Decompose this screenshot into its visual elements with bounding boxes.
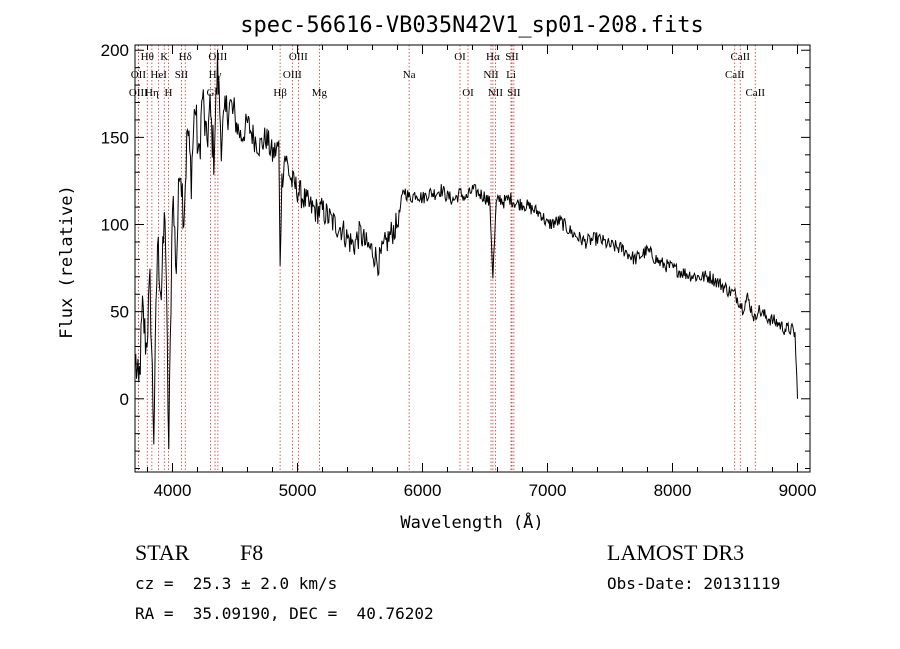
spectral-line-label: OIII bbox=[129, 87, 148, 99]
y-axis-label: Flux (relative) bbox=[57, 185, 77, 339]
spectral-line-label: SII bbox=[175, 69, 189, 81]
spectral-line-label: G bbox=[207, 87, 215, 99]
x-tick-label: 7000 bbox=[529, 481, 567, 500]
object-subclass: F8 bbox=[240, 540, 264, 565]
spectral-line-label: NII bbox=[488, 87, 504, 99]
spectral-line-label: SII bbox=[507, 87, 521, 99]
spectral-line-label: OII bbox=[131, 69, 147, 81]
x-tick-label: 5000 bbox=[279, 481, 317, 500]
spectral-line-label: Li bbox=[506, 69, 516, 81]
spectral-line-label: HeI bbox=[150, 69, 167, 81]
axis-ticks bbox=[135, 45, 810, 472]
chart-title: spec-56616-VB035N42V1_sp01-208.fits bbox=[240, 13, 704, 38]
x-tick-label: 6000 bbox=[404, 481, 442, 500]
spectral-line-label: OI bbox=[462, 87, 474, 99]
spectral-line-label: Hη bbox=[145, 87, 159, 99]
y-tick-label: 100 bbox=[101, 216, 129, 235]
spectral-line-label: SII bbox=[505, 51, 519, 63]
spectral-line-label: Hγ bbox=[209, 69, 222, 81]
spectral-line-label: Hα bbox=[486, 51, 500, 63]
axis-tick-labels: 4000 5000 6000 7000 8000 9000 0 50 100 150 200 bbox=[101, 41, 817, 500]
x-axis-label: Wavelength (Å) bbox=[400, 511, 543, 533]
spectral-line-label: Hδ bbox=[179, 51, 192, 63]
object-class: STAR bbox=[135, 540, 190, 565]
spectrum-line bbox=[134, 49, 798, 450]
y-tick-label: 150 bbox=[101, 128, 129, 147]
y-tick-label: 0 bbox=[120, 390, 129, 409]
spectral-line-label: H bbox=[165, 87, 173, 99]
x-tick-label: 9000 bbox=[779, 481, 817, 500]
survey-name: LAMOST DR3 bbox=[607, 540, 745, 565]
coordinates: RA = 35.09190, DEC = 40.76202 bbox=[135, 604, 434, 623]
spectral-line-label: CaII bbox=[725, 69, 745, 81]
spectral-line-label: OIII bbox=[283, 69, 302, 81]
spectral-line-label: CaII bbox=[745, 87, 765, 99]
obs-date: Obs-Date: 20131119 bbox=[607, 574, 781, 593]
spectral-line-label: Hβ bbox=[273, 87, 287, 99]
x-tick-label: 8000 bbox=[654, 481, 692, 500]
y-tick-label: 50 bbox=[110, 303, 129, 322]
spectral-line-label: OI bbox=[454, 51, 466, 63]
spectral-line-label: CaII bbox=[730, 51, 750, 63]
spectral-line-label: Na bbox=[403, 69, 416, 81]
spectral-line-label: K bbox=[160, 51, 168, 63]
redshift-text: cz = 25.3 ± 2.0 km/s bbox=[135, 574, 338, 593]
spectral-line-label: NII bbox=[483, 69, 499, 81]
plot-frame bbox=[134, 44, 811, 473]
spectral-line-label: OIII bbox=[289, 51, 308, 63]
spectral-line-label: Mg bbox=[312, 87, 328, 99]
y-tick-label: 200 bbox=[101, 41, 129, 60]
spectral-line-label: Hθ bbox=[141, 51, 154, 63]
x-tick-label: 4000 bbox=[154, 481, 192, 500]
